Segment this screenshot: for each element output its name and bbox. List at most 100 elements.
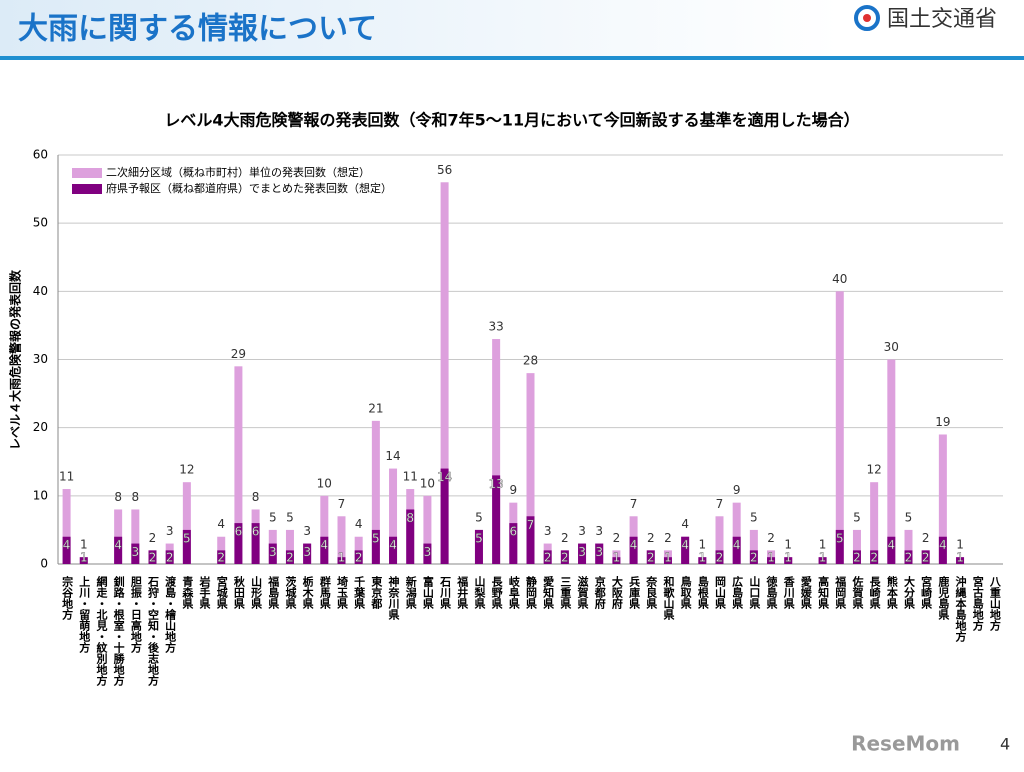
value-label: 2	[149, 551, 157, 565]
y-tick-label: 0	[40, 557, 48, 571]
value-label: 1	[784, 551, 792, 565]
bar	[389, 536, 398, 564]
bar	[234, 366, 243, 564]
value-label: 1	[819, 538, 827, 552]
bar	[749, 529, 758, 564]
value-label: 5	[475, 510, 483, 524]
x-tick-label: 鹿児島県	[937, 575, 951, 621]
bar	[406, 509, 415, 564]
x-tick-label: 京都府	[593, 575, 607, 610]
bar	[629, 536, 638, 564]
value-label: 4	[733, 538, 741, 552]
bar	[818, 557, 827, 564]
header-band	[0, 0, 840, 56]
value-label: 3	[131, 545, 139, 559]
x-tick-label: 岩手県	[198, 575, 212, 610]
bar	[870, 550, 879, 564]
value-label: 4	[320, 538, 328, 552]
x-tick-label: 宮古島地方	[971, 575, 984, 632]
x-tick-label: 山形県	[250, 575, 263, 610]
value-label: 4	[681, 517, 689, 531]
bar	[956, 557, 965, 564]
x-tick-label: 茨城県	[284, 575, 297, 610]
value-label: 2	[750, 551, 758, 565]
x-tick-label: 愛知県	[542, 575, 556, 610]
x-tick-label: 渡島・檜山地方	[164, 575, 177, 654]
value-label: 2	[544, 551, 552, 565]
value-label: 2	[355, 551, 363, 565]
value-label: 2	[922, 531, 930, 545]
value-label: 3	[595, 545, 603, 559]
value-label: 1	[698, 538, 706, 552]
y-tick-label: 20	[33, 420, 48, 434]
value-label: 1	[80, 551, 88, 565]
x-tick-label: 和歌山県	[662, 575, 675, 621]
bar	[852, 529, 861, 564]
value-label: 5	[269, 510, 277, 524]
value-label: 33	[488, 320, 503, 334]
value-label: 7	[338, 497, 346, 511]
value-label: 8	[131, 490, 139, 504]
value-label: 4	[355, 517, 363, 531]
logo-dot	[863, 14, 871, 22]
bar	[715, 516, 724, 564]
value-label: 2	[922, 551, 930, 565]
value-label: 2	[217, 551, 225, 565]
watermark: ReseMom	[851, 732, 960, 756]
x-tick-label: 滋賀県	[576, 575, 590, 610]
bar	[938, 536, 947, 564]
x-tick-label: 宮崎県	[920, 575, 933, 610]
bar	[251, 523, 260, 564]
bar	[440, 468, 449, 564]
x-tick-label: 群馬県	[318, 575, 332, 610]
y-tick-label: 30	[33, 352, 48, 366]
bar	[285, 550, 294, 564]
value-label: 2	[716, 551, 724, 565]
value-label: 4	[939, 538, 947, 552]
bar	[560, 550, 569, 564]
value-label: 7	[716, 497, 724, 511]
value-label: 21	[368, 401, 383, 415]
bar	[767, 557, 776, 564]
bar	[870, 482, 879, 564]
y-axis-label: レベル４大雨危険警報の発表回数	[8, 269, 23, 450]
value-label: 3	[166, 524, 174, 538]
value-label: 8	[406, 511, 414, 525]
x-tick-label: 上川・留萌地方	[78, 575, 92, 654]
x-tick-label: 新潟県	[404, 575, 417, 610]
x-tick-label: 埼玉県	[336, 575, 349, 610]
value-label: 1	[338, 551, 346, 565]
y-tick-label: 10	[33, 488, 48, 502]
bar	[131, 543, 140, 564]
value-label: 4	[389, 538, 397, 552]
x-tick-label: 石川県	[439, 576, 453, 610]
bar	[595, 543, 604, 564]
bar	[698, 557, 707, 564]
bar	[114, 536, 123, 564]
bar	[526, 516, 535, 564]
bar	[904, 529, 913, 564]
value-label: 5	[836, 531, 844, 545]
x-tick-label: 鳥取県	[679, 575, 692, 610]
value-label: 1	[80, 538, 88, 552]
x-tick-label: 広島県	[731, 575, 744, 610]
x-tick-label: 佐賀県	[851, 575, 865, 610]
value-label: 3	[303, 524, 311, 538]
value-label: 4	[114, 538, 122, 552]
value-label: 5	[475, 531, 483, 545]
bar	[681, 536, 690, 564]
header-rule	[0, 56, 1024, 60]
value-label: 5	[750, 510, 758, 524]
bar	[663, 557, 672, 564]
bar	[371, 529, 380, 564]
x-tick-label: 熊本県	[885, 575, 898, 610]
value-label: 56	[437, 163, 452, 177]
bar	[285, 529, 294, 564]
x-tick-label: 島根県	[696, 575, 709, 610]
bar	[578, 543, 587, 564]
value-label: 4	[217, 517, 225, 531]
value-label: 2	[664, 531, 672, 545]
bar	[389, 468, 398, 564]
value-label: 2	[561, 551, 569, 565]
bar	[835, 529, 844, 564]
